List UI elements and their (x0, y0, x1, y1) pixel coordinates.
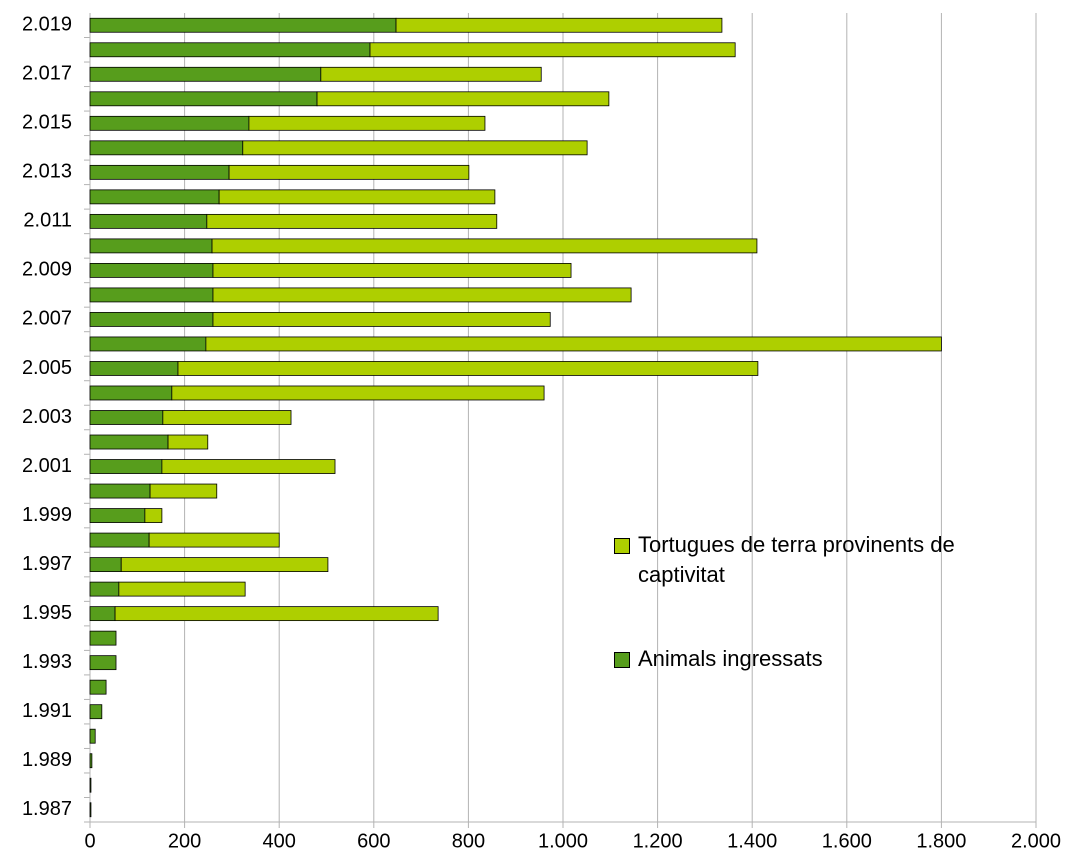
bar (89, 679, 107, 695)
bar (320, 66, 542, 82)
bar (89, 66, 322, 82)
x-tick-label: 1.600 (822, 830, 872, 852)
bar (162, 410, 292, 425)
bar (149, 483, 218, 499)
x-tick-label: 800 (452, 830, 485, 852)
bar (369, 42, 736, 58)
bar (89, 434, 169, 450)
x-tick-label: 1.200 (633, 830, 683, 852)
bar (89, 91, 318, 107)
y-tick-label: 1.989 (22, 749, 72, 771)
bar (89, 164, 230, 180)
y-tick-label: 1.987 (22, 798, 72, 820)
bar (89, 459, 163, 474)
y-tick-label: 2.005 (22, 357, 72, 379)
bar (161, 459, 336, 474)
bar (89, 508, 146, 523)
bar (177, 361, 759, 376)
bar (228, 164, 470, 180)
bar (212, 287, 632, 303)
x-tick-label: 1.400 (727, 830, 777, 852)
y-tick-label: 2.013 (22, 161, 72, 183)
x-tick-label: 0 (84, 830, 95, 852)
bar (212, 312, 551, 327)
legend-swatch (614, 538, 630, 554)
bar (89, 606, 116, 622)
bar (120, 557, 329, 572)
bar (89, 263, 214, 278)
bar (316, 91, 610, 107)
bar (89, 213, 208, 229)
y-tick-label: 1.993 (22, 651, 72, 673)
x-tick-label: 200 (168, 830, 201, 852)
bar (89, 189, 220, 205)
y-tick-label: 2.019 (22, 14, 72, 36)
bar (89, 557, 122, 572)
bar (89, 385, 173, 401)
bar (89, 630, 117, 646)
legend-swatch (614, 652, 630, 668)
bar (89, 115, 250, 131)
y-tick-label: 1.999 (22, 504, 72, 526)
bar (89, 532, 150, 548)
bar (89, 42, 371, 58)
y-tick-label: 2.003 (22, 406, 72, 428)
x-tick-label: 600 (357, 830, 390, 852)
legend-label: Animals ingressats (638, 646, 823, 671)
bar (89, 704, 103, 720)
bar (242, 140, 588, 156)
bar (89, 753, 93, 769)
x-tick-label: 1.800 (916, 830, 966, 852)
bar (218, 189, 496, 205)
y-tick-label: 1.997 (22, 553, 72, 575)
bar (89, 17, 397, 33)
bar (89, 655, 117, 671)
y-tick-label: 2.011 (23, 210, 72, 232)
bar (395, 17, 723, 33)
bar (89, 238, 213, 254)
bar (89, 483, 151, 499)
bar (89, 287, 214, 303)
y-tick-label: 1.991 (22, 700, 72, 722)
bar (114, 606, 439, 622)
bar (205, 336, 942, 352)
y-tick-label: 2.001 (22, 455, 72, 477)
bar (89, 336, 207, 352)
bar (248, 115, 486, 131)
bar (89, 312, 214, 327)
bar (89, 410, 164, 425)
bar (89, 802, 92, 818)
bar (89, 728, 96, 744)
bar (89, 777, 92, 793)
y-tick-label: 2.017 (22, 63, 72, 85)
bar (211, 238, 758, 254)
bar (206, 213, 498, 229)
x-tick-label: 2.000 (1011, 830, 1061, 852)
y-tick-label: 2.009 (22, 259, 72, 281)
bar (148, 532, 280, 548)
y-tick-label: 2.015 (22, 112, 72, 134)
bar (144, 508, 163, 523)
bar (171, 385, 545, 401)
bar (89, 361, 179, 376)
x-tick-label: 1.000 (538, 830, 588, 852)
bar (212, 263, 572, 278)
x-tick-label: 400 (263, 830, 296, 852)
y-tick-label: 1.995 (22, 602, 72, 624)
bar (89, 140, 244, 156)
y-tick-label: 2.007 (22, 308, 72, 330)
bar (167, 434, 209, 450)
bar (89, 581, 120, 597)
legend-label: Tortugues de terra provinents de captivi… (638, 532, 955, 587)
bar (118, 581, 246, 597)
